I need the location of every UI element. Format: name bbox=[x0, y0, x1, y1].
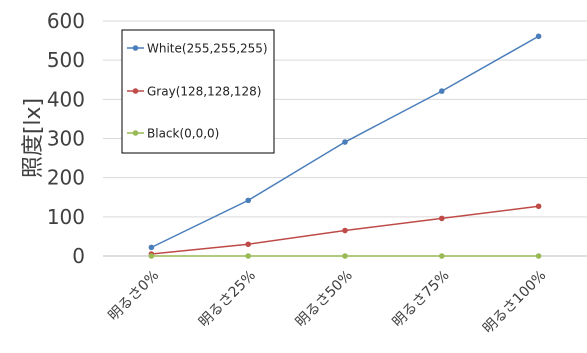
x-tick-label: 明るさ75% bbox=[390, 268, 453, 331]
data-point bbox=[439, 88, 445, 94]
data-point bbox=[245, 197, 251, 204]
series bbox=[148, 33, 542, 259]
legend: White(255,255,255) Gray(128,128,128) Black… bbox=[121, 29, 275, 154]
data-point bbox=[342, 253, 348, 259]
y-tick-label: 100 bbox=[47, 205, 85, 229]
y-tick-label: 500 bbox=[47, 48, 85, 72]
series-group bbox=[148, 33, 542, 251]
y-tick-label: 400 bbox=[47, 87, 85, 111]
data-point bbox=[535, 253, 542, 259]
x-tick-label: 明るさ0% bbox=[106, 268, 163, 325]
x-tick-label: 明るさ25% bbox=[196, 268, 259, 331]
legend-box bbox=[121, 29, 275, 154]
y-tick-label: 600 bbox=[47, 9, 85, 33]
series-group bbox=[148, 203, 542, 257]
x-tick-label: 明るさ100% bbox=[480, 268, 549, 337]
data-point bbox=[148, 253, 155, 259]
y-tick-label: 0 bbox=[72, 244, 85, 268]
y-axis-ticks: 0 100 200 300 400 500 600 bbox=[47, 9, 85, 268]
legend-label: White(255,255,255) bbox=[147, 42, 268, 56]
series-group bbox=[148, 253, 542, 259]
x-tick-label: 明るさ50% bbox=[293, 268, 356, 331]
legend-swatch-marker bbox=[132, 130, 139, 136]
data-point bbox=[148, 244, 155, 251]
data-point bbox=[245, 253, 251, 259]
y-tick-label: 200 bbox=[47, 166, 85, 190]
y-tick-label: 300 bbox=[47, 127, 85, 151]
legend-label: Gray(128,128,128) bbox=[147, 85, 261, 99]
data-point bbox=[535, 203, 542, 210]
legend-swatch-marker bbox=[132, 45, 139, 51]
legend-swatch-marker bbox=[132, 88, 139, 94]
y-axis-label: 照度[lx] bbox=[21, 98, 46, 178]
data-point bbox=[245, 241, 251, 248]
data-point bbox=[535, 33, 542, 40]
x-axis-ticks: 明るさ0% 明るさ25% 明るさ50% 明るさ75% 明るさ100% bbox=[106, 268, 550, 337]
data-point bbox=[439, 253, 445, 259]
data-point bbox=[342, 139, 348, 145]
data-point bbox=[342, 227, 348, 234]
data-point bbox=[439, 215, 445, 222]
legend-label: Black(0,0,0) bbox=[147, 127, 219, 141]
